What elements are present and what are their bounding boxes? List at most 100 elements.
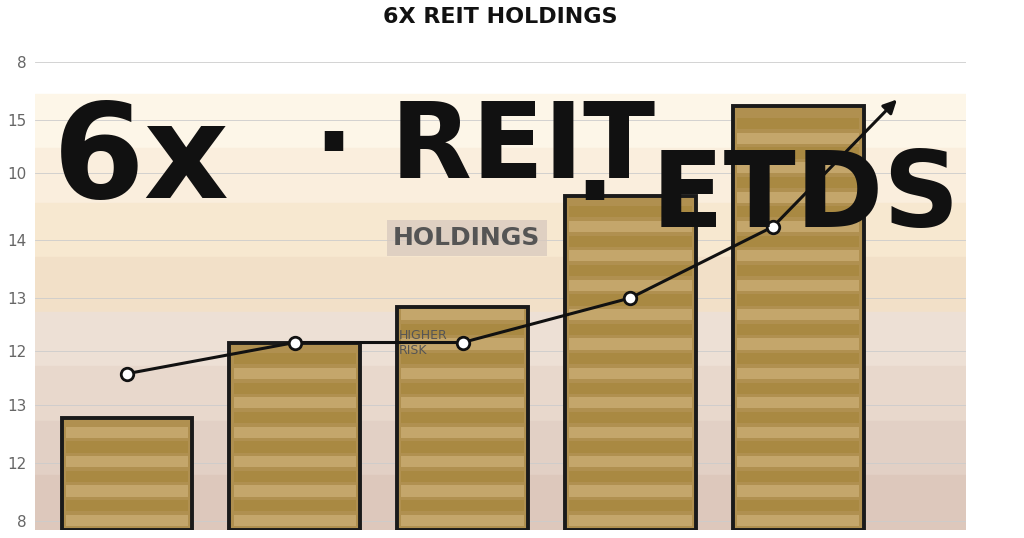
Bar xyxy=(401,456,524,467)
Bar xyxy=(66,427,188,438)
Bar xyxy=(733,107,863,529)
Bar xyxy=(737,236,859,247)
Bar xyxy=(401,368,524,379)
Bar xyxy=(737,412,859,423)
Bar xyxy=(397,307,528,529)
Bar xyxy=(569,324,691,335)
Bar xyxy=(401,500,524,511)
Bar xyxy=(737,456,859,467)
Bar xyxy=(737,221,859,232)
Bar xyxy=(401,324,524,335)
Bar xyxy=(737,485,859,497)
Bar xyxy=(737,427,859,438)
Bar xyxy=(569,515,691,526)
Bar xyxy=(401,353,524,364)
Bar xyxy=(401,383,524,394)
Bar xyxy=(233,383,356,394)
Bar xyxy=(569,383,691,394)
Bar xyxy=(233,427,356,438)
Bar xyxy=(737,441,859,452)
Bar xyxy=(233,412,356,423)
Bar xyxy=(737,515,859,526)
Bar xyxy=(569,280,691,291)
Bar xyxy=(233,441,356,452)
Bar xyxy=(737,353,859,364)
Bar xyxy=(569,221,691,232)
Bar xyxy=(401,441,524,452)
Bar xyxy=(66,500,188,511)
Bar xyxy=(401,309,524,320)
Bar xyxy=(401,471,524,482)
Bar xyxy=(66,485,188,497)
Bar xyxy=(35,366,966,421)
Bar xyxy=(737,118,859,129)
Bar xyxy=(737,206,859,217)
Bar xyxy=(401,427,524,438)
Bar xyxy=(233,485,356,497)
Bar xyxy=(737,192,859,203)
Bar xyxy=(233,353,356,364)
Bar xyxy=(737,250,859,261)
Bar xyxy=(401,515,524,526)
Bar xyxy=(401,338,524,350)
Bar xyxy=(61,418,193,529)
Bar xyxy=(737,471,859,482)
Bar xyxy=(569,397,691,408)
Text: HIGHER
RISK: HIGHER RISK xyxy=(398,329,447,357)
Bar xyxy=(401,485,524,497)
Text: · REIT: · REIT xyxy=(314,98,655,201)
Bar xyxy=(737,368,859,379)
Bar xyxy=(35,94,966,148)
Bar xyxy=(233,368,356,379)
Bar xyxy=(35,312,966,366)
Text: · ETDS: · ETDS xyxy=(574,147,959,250)
Bar xyxy=(569,265,691,276)
Text: 6x: 6x xyxy=(53,98,230,225)
Bar xyxy=(35,40,966,94)
Bar xyxy=(569,427,691,438)
Bar xyxy=(66,456,188,467)
Bar xyxy=(569,441,691,452)
Bar xyxy=(35,475,966,529)
Bar xyxy=(233,515,356,526)
Bar xyxy=(66,471,188,482)
Bar xyxy=(569,485,691,497)
Bar xyxy=(737,280,859,291)
Bar xyxy=(35,421,966,475)
Bar xyxy=(569,236,691,247)
Bar xyxy=(35,257,966,312)
Bar xyxy=(569,368,691,379)
Bar xyxy=(737,147,859,159)
Bar xyxy=(737,324,859,335)
Bar xyxy=(569,250,691,261)
Bar xyxy=(737,133,859,144)
Bar xyxy=(737,383,859,394)
Title: 6X REIT HOLDINGS: 6X REIT HOLDINGS xyxy=(383,7,617,27)
Bar xyxy=(737,397,859,408)
Bar xyxy=(737,294,859,306)
Bar xyxy=(569,309,691,320)
Bar xyxy=(401,412,524,423)
Bar xyxy=(569,338,691,350)
Bar xyxy=(569,500,691,511)
Bar xyxy=(569,294,691,306)
Bar xyxy=(569,456,691,467)
Bar xyxy=(233,500,356,511)
Bar xyxy=(233,397,356,408)
Bar xyxy=(229,343,360,529)
Bar xyxy=(35,203,966,257)
Bar xyxy=(737,265,859,276)
Bar xyxy=(569,412,691,423)
Bar xyxy=(569,471,691,482)
Bar xyxy=(401,397,524,408)
Bar xyxy=(737,309,859,320)
Bar xyxy=(66,515,188,526)
Bar xyxy=(737,177,859,188)
Bar xyxy=(233,471,356,482)
Bar xyxy=(565,195,696,529)
Bar xyxy=(737,162,859,173)
Bar xyxy=(737,500,859,511)
Bar xyxy=(569,206,691,217)
Text: HOLDINGS: HOLDINGS xyxy=(393,226,541,250)
Bar xyxy=(737,338,859,350)
